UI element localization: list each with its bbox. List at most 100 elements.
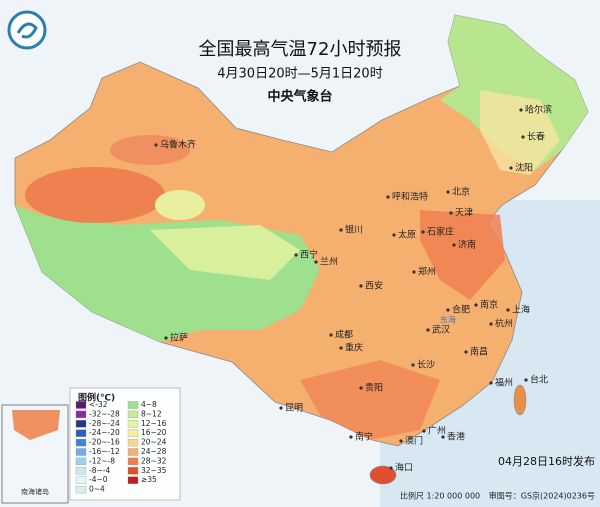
city-dot (329, 333, 333, 337)
legend-swatch (75, 476, 87, 484)
city-dot (392, 233, 396, 237)
city-dot (446, 308, 450, 312)
legend-swatch (127, 467, 139, 475)
city-label: 澳门 (405, 435, 423, 447)
sea-label: 东海 (440, 315, 456, 325)
legend-swatch (127, 401, 139, 409)
legend-label: -4~0 (89, 475, 108, 484)
city-label: 郑州 (418, 266, 436, 278)
city-dot (509, 166, 513, 170)
logo (7, 10, 47, 50)
city-dot (294, 253, 298, 257)
legend-label: 24~28 (141, 447, 167, 456)
legend-swatch (127, 438, 139, 447)
city-label: 西安 (365, 280, 383, 292)
city-dot (474, 303, 478, 307)
legend-label: 12~16 (141, 419, 167, 428)
legend-label: 32~35 (141, 466, 167, 475)
legend-swatch (75, 485, 87, 494)
legend-label: -16~-12 (89, 447, 120, 456)
legend-swatch (127, 429, 139, 437)
city-label: 西宁 (300, 249, 318, 261)
legend-swatch (75, 438, 87, 447)
legend-swatch (75, 420, 87, 428)
city-dot (359, 386, 363, 390)
south-hot-region (300, 360, 440, 440)
city-dot (506, 308, 510, 312)
city-label: 上海 (512, 304, 530, 316)
legend-label: 8~12 (141, 409, 162, 418)
inset-land (12, 410, 60, 440)
legend-swatch (75, 457, 87, 466)
city-label: 石家庄 (427, 226, 454, 238)
legend-label: -8~-4 (89, 466, 110, 475)
city-label: 重庆 (345, 342, 363, 354)
taiwan-island (513, 384, 527, 416)
city-label: 福州 (495, 377, 513, 389)
city-label: 台北 (530, 374, 548, 386)
city-label: 兰州 (320, 256, 338, 268)
subtitle: 4月30日20时—5月1日20时 (217, 67, 382, 82)
legend-label: -12~-8 (89, 456, 115, 465)
legend-swatch (127, 476, 139, 484)
city-dot (349, 435, 353, 439)
city-label: 长春 (527, 131, 545, 143)
city-label: 乌鲁木齐 (160, 139, 196, 151)
city-dot (412, 270, 416, 274)
legend-label: <-32 (89, 400, 108, 409)
legend-label: -20~-16 (89, 438, 120, 447)
mountain-cool-region (155, 190, 205, 220)
city-dot (449, 211, 453, 215)
city-dot (339, 346, 343, 350)
city-dot (389, 466, 393, 470)
legend-label: -32~-28 (89, 409, 120, 418)
city-label: 拉萨 (170, 332, 188, 344)
city-dot (411, 363, 415, 367)
legend-label: 20~24 (141, 438, 167, 447)
legend-label: -28~-24 (89, 419, 120, 428)
city-label: 贵阳 (365, 382, 383, 394)
city-dot (446, 190, 450, 194)
city-label: 海口 (395, 462, 413, 474)
city-label: 成都 (335, 329, 353, 341)
city-dot (524, 378, 528, 382)
northeast-mild-region (480, 90, 560, 175)
hainan-island (369, 465, 397, 485)
legend-swatch (75, 410, 87, 419)
city-dot (464, 350, 468, 354)
city-label: 北京 (452, 186, 470, 198)
city-label: 香港 (447, 431, 465, 443)
east-hot-region (420, 210, 505, 300)
city-dot (426, 328, 430, 332)
city-label: 济南 (458, 239, 476, 251)
inset-label: 南海诸岛 (21, 487, 49, 496)
city-dot (521, 135, 525, 139)
legend-swatch (127, 420, 139, 428)
city-label: 武汉 (432, 324, 450, 336)
tarim-hot-region (25, 167, 165, 223)
city-dot (339, 228, 343, 232)
city-dot (279, 406, 283, 410)
city-label: 南宁 (355, 431, 373, 443)
city-label: 天津 (455, 208, 473, 219)
legend-label: 16~20 (141, 428, 167, 437)
logo-mark (16, 22, 38, 39)
city-label: 银川 (345, 224, 363, 236)
city-dot (421, 230, 425, 234)
city-label: 南昌 (470, 346, 488, 358)
scale: 比例尺 1:20 000 000 (400, 491, 480, 501)
legend-label: 28~32 (141, 456, 167, 465)
legend-swatch (127, 457, 139, 466)
city-label: 太原 (398, 229, 416, 241)
legend-title: 图例(℃) (78, 392, 115, 404)
city-label: 呼和浩特 (392, 191, 428, 203)
city-dot (489, 381, 493, 385)
city-dot (399, 439, 403, 443)
city-label: 长沙 (417, 359, 435, 371)
city-label: 杭州 (495, 318, 513, 330)
legend-swatch (75, 401, 87, 409)
legend-swatch (75, 429, 87, 437)
legend-swatch (75, 467, 87, 475)
plateau-mild-region (150, 225, 300, 280)
city-dot (422, 429, 426, 433)
